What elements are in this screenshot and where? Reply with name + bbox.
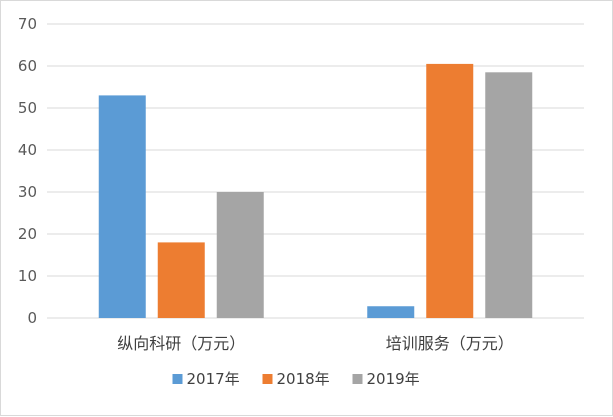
bar-2-2 [426, 63, 474, 319]
bar-3-2 [485, 72, 533, 318]
y-tick-label: 30 [18, 183, 37, 201]
y-tick-label: 10 [18, 267, 37, 285]
y-tick-label: 40 [18, 141, 37, 159]
category-label: 培训服务（万元） [386, 334, 514, 353]
legend-swatch [352, 374, 363, 384]
category-label: 纵向科研（万元） [117, 334, 245, 353]
y-tick-label: 50 [18, 99, 37, 117]
legend-label: 2017年 [187, 370, 240, 388]
y-tick-label: 20 [18, 225, 37, 243]
bar-2-1 [157, 242, 205, 318]
bar-1-2 [367, 306, 415, 318]
legend-swatch [262, 374, 273, 384]
bar-3-1 [216, 192, 264, 318]
legend-label: 2018年 [277, 370, 330, 388]
legend-swatch [172, 374, 183, 384]
bar-1-1 [98, 95, 146, 319]
y-tick-label: 60 [18, 57, 37, 75]
y-tick-label: 70 [18, 15, 37, 33]
legend-label: 2019年 [367, 370, 420, 388]
y-tick-label: 0 [27, 309, 37, 327]
